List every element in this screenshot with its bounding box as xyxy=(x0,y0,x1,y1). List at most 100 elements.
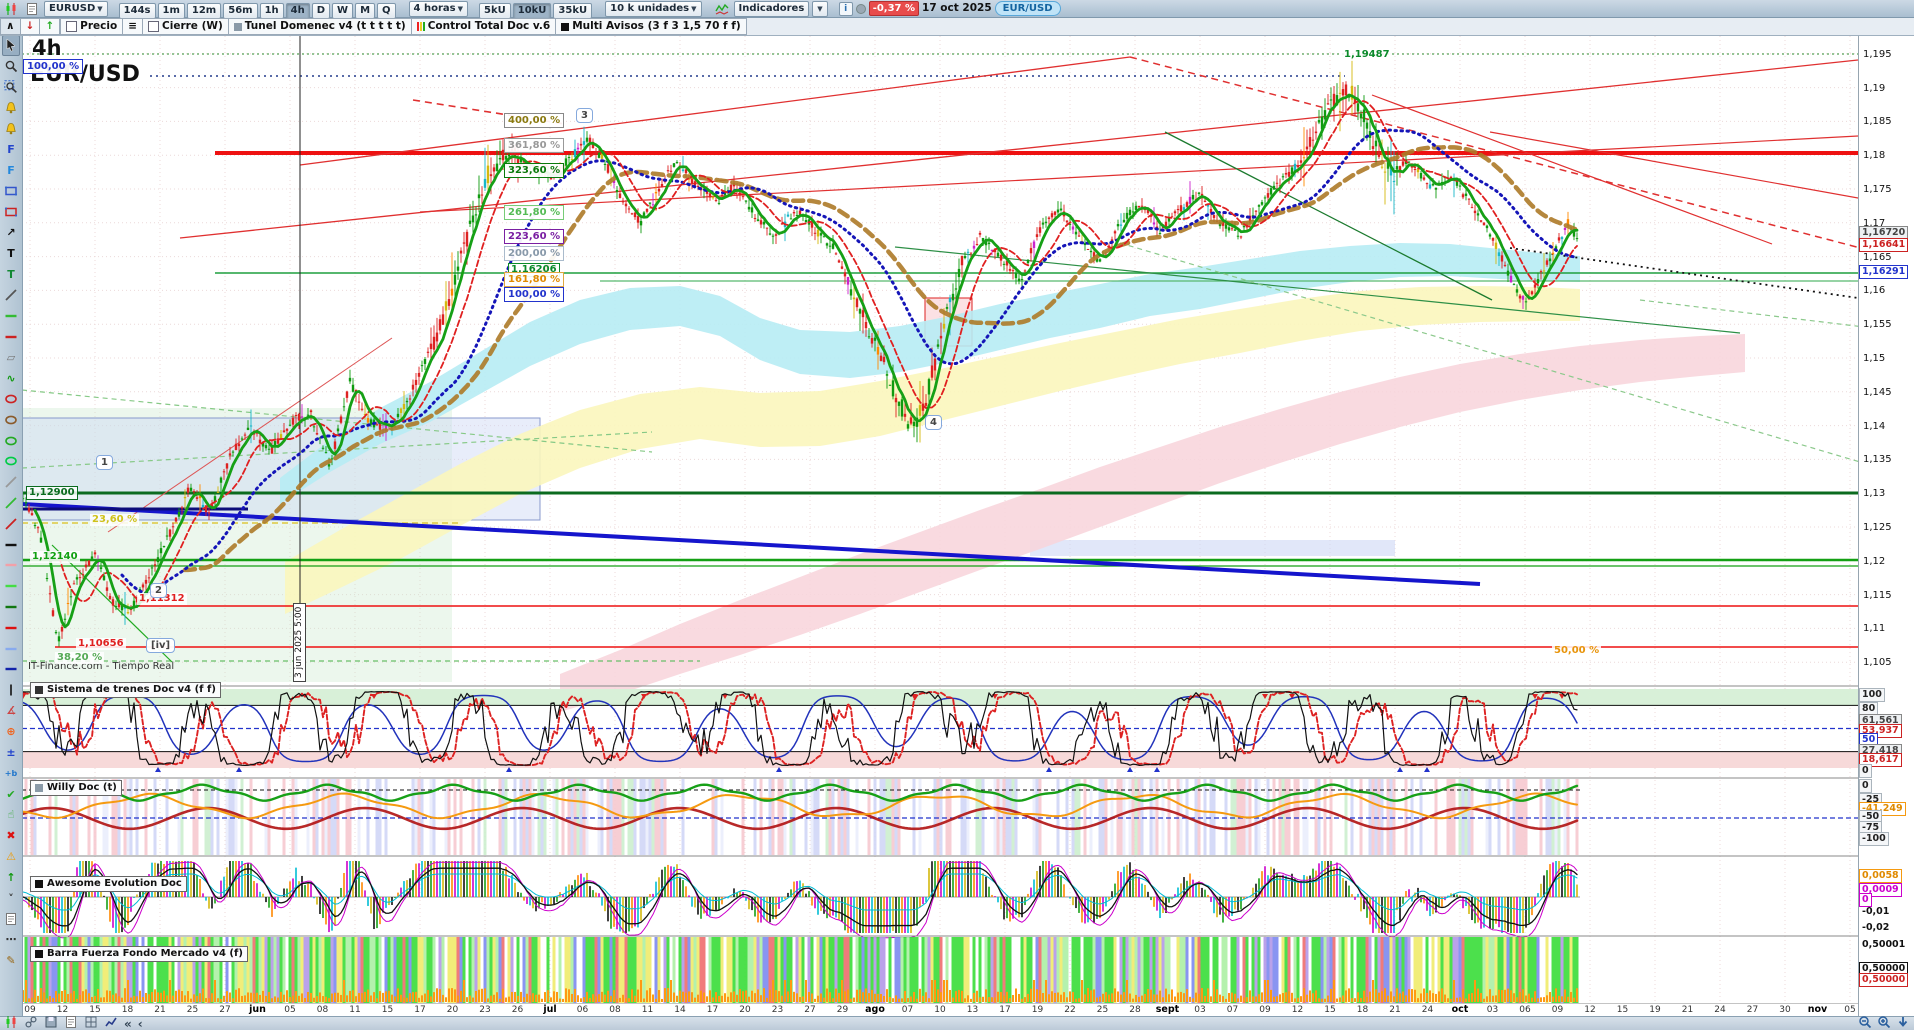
hline-lightgreen-tool[interactable] xyxy=(2,576,20,597)
confirm-tool[interactable]: ✔ xyxy=(6,787,16,801)
more-tools-button[interactable]: ⋯ xyxy=(5,933,17,947)
timeframe-button-W[interactable]: W xyxy=(332,3,354,19)
angle-tool[interactable]: ∡ xyxy=(6,704,16,718)
timeframe-button-1h[interactable]: 1h xyxy=(259,3,284,19)
checkbox[interactable] xyxy=(66,21,78,32)
trendline-green-tool[interactable] xyxy=(2,493,20,514)
chart-type-icon[interactable] xyxy=(4,1015,18,1030)
link-icon[interactable] xyxy=(24,1015,38,1030)
fib-level-label[interactable]: 361,80 % xyxy=(504,138,565,153)
ellipse-brown-tool[interactable] xyxy=(2,409,20,430)
hline-red2-tool[interactable] xyxy=(2,617,20,638)
pointer-tool[interactable] xyxy=(2,35,20,56)
quantity-button-5kU[interactable]: 5kU xyxy=(479,3,511,19)
price-line-label[interactable]: 1,12140 xyxy=(30,551,80,563)
indicator-toggle-1[interactable]: ≡ xyxy=(123,18,144,35)
period-selector[interactable]: 4 horas ▼ xyxy=(408,0,468,17)
price-line-label[interactable]: 38,20 % xyxy=(55,652,105,664)
fib-level-label[interactable]: 223,60 % xyxy=(504,229,565,244)
zoom-out-button[interactable] xyxy=(1858,1015,1872,1030)
price-line-label[interactable]: 1,19487 xyxy=(1342,49,1392,61)
wave-marker[interactable]: [iv] xyxy=(146,638,176,653)
timeframe-button-M[interactable]: M xyxy=(355,3,376,19)
wave-marker[interactable]: 3 xyxy=(576,108,593,123)
hline-navy-tool[interactable] xyxy=(2,659,20,680)
panel-header-3[interactable]: Awesome Evolution Doc xyxy=(30,876,187,892)
warning-tool[interactable]: ⚠ xyxy=(6,849,16,863)
fib-level-label[interactable]: 200,00 % xyxy=(504,246,565,261)
rectangle-blue-tool[interactable] xyxy=(2,181,20,202)
indicators-dropdown-button[interactable]: ▼ xyxy=(812,0,828,17)
zoom-in-button[interactable] xyxy=(1877,1015,1891,1030)
timeframe-button-144s[interactable]: 144s xyxy=(118,3,156,19)
fib-level-label[interactable]: 161,80 % xyxy=(504,272,565,287)
indicator-toggle-4[interactable]: Control Total Doc v.6 xyxy=(411,18,557,35)
fib-level-label[interactable]: 323,60 % xyxy=(504,163,565,178)
document-icon[interactable] xyxy=(64,1015,78,1030)
like-tool[interactable]: ☝ xyxy=(7,808,15,822)
indicator-toggle-3[interactable]: Tunel Domenec v4 (t t t t t) xyxy=(228,18,412,35)
text-tool[interactable]: T xyxy=(7,246,15,260)
pair-badge[interactable]: EUR/USD xyxy=(994,1,1061,16)
wave-marker[interactable]: 4 xyxy=(925,415,942,430)
hline-red-tool[interactable] xyxy=(2,326,20,347)
ellipse-green-outline-tool[interactable] xyxy=(2,430,20,451)
zoom-area-tool[interactable] xyxy=(2,77,20,98)
timeframe-button-Q[interactable]: Q xyxy=(377,3,396,19)
price-line-label[interactable]: 1,10656 xyxy=(76,638,126,650)
back-icon[interactable]: ‹ xyxy=(137,1016,143,1030)
panel-header-1[interactable]: Sistema de trenes Doc v4 (f f) xyxy=(30,682,221,698)
timeframe-button-D[interactable]: D xyxy=(311,3,331,19)
fib-level-label[interactable]: 400,00 % xyxy=(504,113,565,128)
grid-icon[interactable] xyxy=(84,1015,98,1030)
alert-tool[interactable] xyxy=(2,118,20,139)
circle-target-tool[interactable]: ⊕ xyxy=(6,725,16,739)
wave-marker[interactable]: 2 xyxy=(150,583,167,598)
draw-pencil-tool[interactable]: ✎ xyxy=(6,953,16,967)
indicator-toggle-5[interactable]: Multi Avisos (3 f 3 1,5 70 f f) xyxy=(556,18,747,35)
price-line-label[interactable]: 23,60 % xyxy=(90,514,140,526)
panel-header-4[interactable]: Barra Fuerza Fondo Mercado v4 (f) xyxy=(30,946,248,962)
quantity-button-35kU[interactable]: 35kU xyxy=(553,3,593,19)
timeframe-button-56m[interactable]: 56m xyxy=(223,3,258,19)
chart-style-icon[interactable] xyxy=(2,0,20,19)
indicator-toggle-2[interactable]: Cierre (W) xyxy=(143,18,229,35)
symbol-selector[interactable]: EURUSD ▼ xyxy=(44,0,108,17)
zoom-tool[interactable] xyxy=(2,56,20,77)
vline-tool[interactable] xyxy=(2,680,20,701)
scroll-down-button[interactable] xyxy=(1896,1015,1910,1030)
buy-arrow-button[interactable]: ↑ xyxy=(40,18,61,35)
orders-note-tool[interactable] xyxy=(2,908,20,929)
pattern-tool[interactable]: ∿ xyxy=(6,371,16,385)
wave-marker[interactable]: 1 xyxy=(96,455,113,470)
fibonacci-target-tool[interactable]: F xyxy=(7,163,15,177)
hline-lightblue-tool[interactable] xyxy=(2,638,20,659)
panel-header-2[interactable]: Willy Doc (t) xyxy=(30,780,122,796)
callout-text-tool[interactable]: T xyxy=(7,267,15,281)
alert-pointer-tool[interactable] xyxy=(2,97,20,118)
price-line-label[interactable]: 1,11312 xyxy=(137,593,187,605)
delete-tool[interactable]: ✖ xyxy=(6,829,16,843)
indicator-toggle-0[interactable]: Precio xyxy=(60,18,124,35)
trendline-red-tool[interactable] xyxy=(2,513,20,534)
arrow-up-tool[interactable]: ↑ xyxy=(6,870,16,884)
checkbox[interactable] xyxy=(148,21,160,32)
algebra-tool[interactable]: +b xyxy=(4,768,18,778)
hline-pink-tool[interactable] xyxy=(2,555,20,576)
chart-canvas[interactable] xyxy=(22,35,1858,1004)
fib-level-label[interactable]: 100,00 % xyxy=(504,287,565,302)
units-selector[interactable]: 10 k unidades ▼ xyxy=(605,0,702,17)
rectangle-red-tool[interactable] xyxy=(2,201,20,222)
timeframe-button-4h[interactable]: 4h xyxy=(285,3,310,19)
arrow-tool[interactable]: ↗ xyxy=(6,226,16,240)
chart-icon[interactable] xyxy=(104,1015,118,1030)
indicators-button[interactable]: Indicadores xyxy=(733,0,810,17)
fib-watermark-label[interactable]: 100,00 % xyxy=(23,59,84,74)
sell-arrow-button[interactable]: ↓ xyxy=(20,18,41,35)
compare-icon[interactable] xyxy=(23,0,41,19)
trendline-gray-tool[interactable] xyxy=(2,472,20,493)
fibonacci-tool[interactable]: F xyxy=(7,142,15,156)
hline-darkgreen-tool[interactable] xyxy=(2,597,20,618)
vertical-line-label[interactable]: 3 jun 2025 5:00 xyxy=(293,602,306,682)
timeframe-button-1m[interactable]: 1m xyxy=(157,3,185,19)
